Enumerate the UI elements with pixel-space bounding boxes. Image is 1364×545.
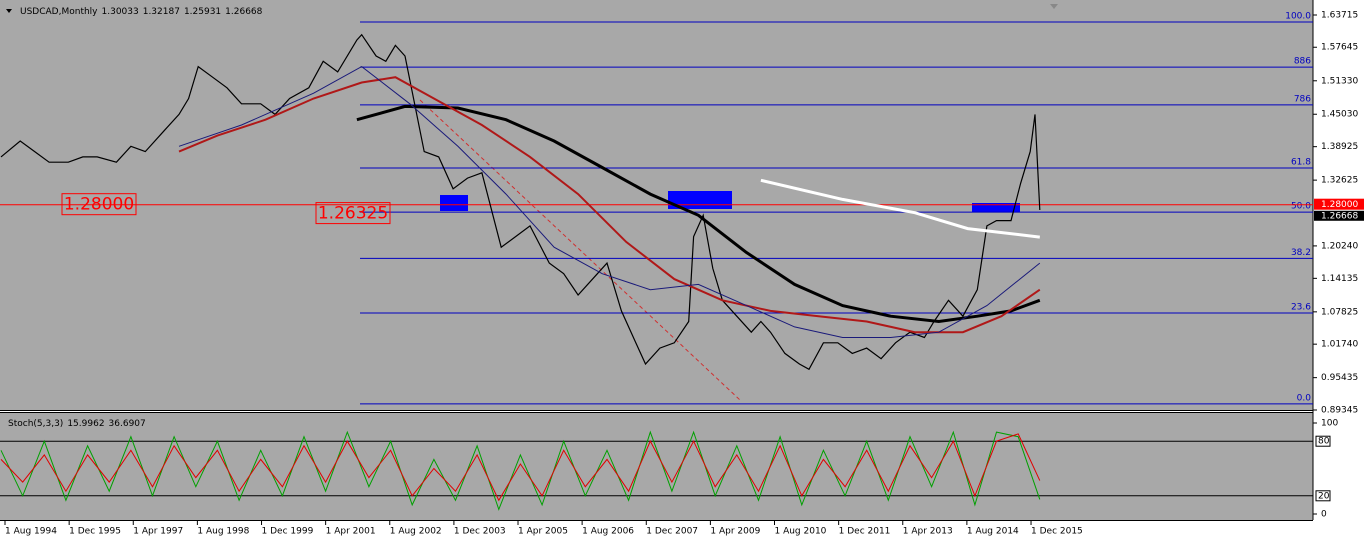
header-part: 1.25931	[184, 7, 221, 17]
x-tick-label: 1 Aug 2006	[582, 527, 634, 537]
stoch-level-label: 20	[1318, 491, 1330, 501]
x-tick-label: 1 Dec 2007	[646, 527, 698, 537]
support-zone	[440, 195, 468, 211]
y-tick-label: 1.07825	[1321, 307, 1358, 317]
stoch-level-tag	[1315, 490, 1331, 502]
header-part: 1.30033	[102, 7, 139, 17]
fib-label: 23.6	[1291, 303, 1311, 313]
series-line	[760, 178, 1040, 239]
y-tick-label: 1.45030	[1321, 110, 1358, 120]
annotation-label: 1.28000	[64, 195, 134, 215]
x-tick-label: 1 Aug 2014	[967, 527, 1019, 537]
fib-label: 61.8	[1291, 158, 1311, 168]
support-zone	[972, 203, 1020, 212]
trend-line	[419, 99, 741, 401]
fib-label: 886	[1294, 57, 1311, 67]
x-tick-label: 1 Dec 2003	[454, 527, 506, 537]
current-price-label: 1.26668	[1321, 211, 1358, 221]
header-part: USDCAD,Monthly	[20, 7, 98, 17]
series-line	[0, 430, 1041, 511]
y-tick-label: 0.89345	[1321, 406, 1358, 416]
fib-label: 786	[1294, 94, 1311, 104]
stoch-header-part: 36.6907	[109, 419, 146, 429]
scroll-marker	[1050, 4, 1058, 9]
stoch-header-part: Stoch(5,3,3)	[8, 419, 63, 429]
y-tick-label: 100	[1321, 419, 1338, 429]
x-tick-label: 1 Dec 1995	[69, 527, 121, 537]
x-tick-label: 1 Apr 2005	[518, 527, 568, 537]
header-part: 1.32187	[143, 7, 180, 17]
y-tick-label: 1.32625	[1321, 176, 1358, 186]
fib-label: 100.0	[1285, 11, 1311, 21]
y-tick-label: 0	[1321, 509, 1327, 519]
y-tick-label: 1.20240	[1321, 241, 1358, 251]
y-tick-label: 0.95435	[1321, 373, 1358, 383]
stoch-header: Stoch(5,3,3) 15.9962 36.6907	[8, 419, 146, 429]
series-line	[178, 76, 1041, 334]
fib-label: 0.0	[1297, 393, 1312, 403]
x-tick-label: 1 Apr 1997	[133, 527, 183, 537]
stoch-level-tag	[1315, 435, 1331, 447]
x-tick-label: 1 Apr 2009	[710, 527, 760, 537]
stoch-panel	[0, 413, 1313, 520]
stoch-header-part: 15.9962	[67, 419, 104, 429]
series-line	[356, 104, 1041, 324]
y-tick-label: 1.51330	[1321, 76, 1358, 86]
x-tick-label: 1 Dec 2011	[839, 527, 891, 537]
header-part: 1.26668	[225, 7, 262, 17]
y-tick-label: 1.63715	[1321, 11, 1358, 21]
x-tick-label: 1 Aug 1994	[5, 527, 57, 537]
y-tick-label: 1.14135	[1321, 274, 1358, 284]
current-price-tag	[1314, 210, 1364, 221]
y-tick-label: 1.01740	[1321, 340, 1358, 350]
series-line	[0, 33, 1041, 371]
menu-arrow[interactable]	[6, 9, 12, 13]
price-tag-label: 1.28000	[1321, 200, 1358, 210]
annotation-box	[315, 202, 391, 225]
x-tick-label: 1 Dec 2015	[1031, 527, 1083, 537]
x-tick-label: 1 Aug 2010	[774, 527, 826, 537]
x-tick-label: 1 Apr 2001	[326, 527, 376, 537]
y-tick-label: 1.38925	[1321, 142, 1358, 152]
annotation-label: 1.26325	[318, 204, 388, 224]
stoch-level-label: 80	[1318, 437, 1330, 447]
series-line	[178, 66, 1041, 338]
x-tick-label: 1 Aug 1998	[197, 527, 249, 537]
y-tick-label: 1.57645	[1321, 43, 1358, 53]
fib-label: 50.0	[1291, 202, 1311, 212]
series-line	[0, 433, 1041, 502]
fib-label: 38.2	[1291, 248, 1311, 258]
x-tick-label: 1 Aug 2002	[390, 527, 442, 537]
x-tick-label: 1 Apr 2013	[903, 527, 953, 537]
symbol-header: USDCAD,Monthly 1.30033 1.32187 1.25931 1.266…	[20, 7, 263, 17]
x-tick-label: 1 Dec 1999	[262, 527, 314, 537]
price-tag	[1314, 198, 1364, 210]
annotation-box	[61, 193, 137, 216]
